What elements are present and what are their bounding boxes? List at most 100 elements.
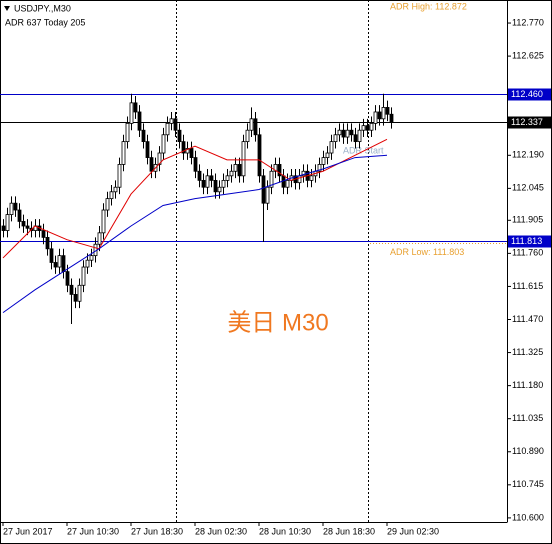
candle-body bbox=[145, 141, 150, 158]
candle-body bbox=[5, 214, 10, 231]
candle-body bbox=[73, 294, 78, 302]
candle-body bbox=[189, 148, 194, 158]
candle-body bbox=[329, 141, 334, 154]
candle-body bbox=[269, 170, 274, 188]
candle-body bbox=[137, 111, 142, 131]
candle-body bbox=[17, 209, 22, 222]
candle-body bbox=[141, 129, 146, 143]
candle-body bbox=[341, 129, 346, 138]
y-tick-label: 111.760 bbox=[512, 248, 543, 258]
adr-high: ADR High: 112.872 bbox=[390, 1, 467, 11]
candle-body bbox=[353, 134, 358, 143]
candle-body bbox=[241, 141, 246, 177]
candle-body bbox=[129, 102, 134, 124]
candle-body bbox=[237, 164, 242, 177]
candle-body bbox=[25, 225, 30, 229]
candle-body bbox=[377, 111, 382, 120]
y-tick-label: 111.905 bbox=[512, 215, 543, 225]
candle-body bbox=[389, 113, 394, 123]
y-tick-label: 111.180 bbox=[512, 380, 543, 390]
y-tick-label: 111.035 bbox=[512, 413, 543, 423]
x-tick-label: 28 Jun 18:30 bbox=[323, 526, 375, 536]
adr-start: ADR Start bbox=[343, 145, 384, 155]
y-tick-label: 112.190 bbox=[512, 150, 544, 160]
candle-body bbox=[101, 209, 106, 234]
candle-body bbox=[105, 198, 110, 211]
y-tick-label: 110.600 bbox=[512, 512, 544, 522]
candle-body bbox=[349, 129, 354, 136]
chart-subtitle: ADR 637 Today 205 bbox=[5, 17, 85, 27]
candle-body bbox=[149, 157, 154, 172]
x-tick-label: 28 Jun 02:30 bbox=[195, 526, 247, 536]
candle-body bbox=[357, 129, 362, 143]
candle-body bbox=[77, 284, 82, 302]
candle-body bbox=[193, 157, 198, 172]
candle-body bbox=[261, 175, 266, 204]
candle-body bbox=[45, 236, 50, 250]
candle-body bbox=[233, 164, 238, 172]
candle-body bbox=[345, 129, 350, 138]
candle-body bbox=[201, 179, 206, 188]
candle-body bbox=[117, 164, 122, 188]
candle-body bbox=[65, 271, 70, 286]
x-tick-label: 27 Jun 2017 bbox=[3, 526, 53, 536]
candle-body bbox=[321, 157, 326, 165]
candle-body bbox=[85, 259, 90, 268]
candle-body bbox=[265, 186, 270, 204]
candle-body bbox=[301, 170, 306, 177]
candle-body bbox=[109, 191, 114, 200]
moving-average bbox=[2, 138, 388, 259]
candle-body bbox=[177, 129, 182, 143]
y-tick-label: 111.325 bbox=[512, 347, 543, 357]
x-tick-label: 29 Jun 02:30 bbox=[387, 526, 439, 536]
candle-body bbox=[61, 255, 66, 273]
y-tick-label: 110.745 bbox=[512, 479, 544, 489]
x-tick-label: 28 Jun 10:30 bbox=[259, 526, 311, 536]
candle-body bbox=[173, 118, 178, 131]
candle-body bbox=[221, 179, 226, 188]
price-level-box bbox=[508, 88, 551, 101]
price-level-box bbox=[508, 116, 551, 129]
y-tick-label: 110.890 bbox=[512, 446, 544, 456]
candle-body bbox=[253, 118, 258, 136]
candle-body bbox=[213, 179, 218, 193]
candle-body bbox=[9, 202, 14, 215]
candle-body bbox=[53, 262, 58, 268]
candle-body bbox=[113, 186, 118, 193]
menu-triangle bbox=[4, 6, 10, 11]
candle-body bbox=[325, 152, 330, 158]
candle-body bbox=[285, 179, 290, 188]
candle-body bbox=[249, 118, 254, 131]
candle-body bbox=[277, 164, 282, 177]
candle-body bbox=[49, 248, 54, 263]
candle-body bbox=[205, 175, 210, 188]
candle-body bbox=[209, 175, 214, 181]
y-tick-label: 112.770 bbox=[512, 17, 544, 27]
candle-body bbox=[165, 122, 170, 136]
candle-body bbox=[369, 122, 374, 131]
price-level-label: 111.813 bbox=[511, 236, 542, 246]
price-level-label: 112.337 bbox=[511, 117, 543, 127]
moving-average bbox=[2, 154, 388, 314]
candle-body bbox=[185, 148, 190, 154]
candle-body bbox=[381, 107, 386, 120]
candle-body bbox=[121, 141, 126, 165]
y-tick-label: 112.045 bbox=[512, 183, 544, 193]
price-level-label: 112.460 bbox=[511, 89, 543, 99]
candle-body bbox=[161, 134, 166, 154]
candle-body bbox=[273, 164, 278, 172]
adr-low-label: ADR Low: 111.803 bbox=[390, 247, 464, 257]
candle-body bbox=[309, 175, 314, 181]
candle-body bbox=[1, 225, 6, 231]
y-tick-label: 111.615 bbox=[512, 281, 543, 291]
candle-body bbox=[257, 134, 262, 177]
candle-body bbox=[13, 202, 18, 211]
candle-body bbox=[169, 118, 174, 124]
candle-body bbox=[125, 122, 130, 143]
candle-body bbox=[245, 129, 250, 143]
candle-body bbox=[41, 230, 46, 238]
candle-body bbox=[385, 107, 390, 115]
candle-body bbox=[97, 232, 102, 245]
